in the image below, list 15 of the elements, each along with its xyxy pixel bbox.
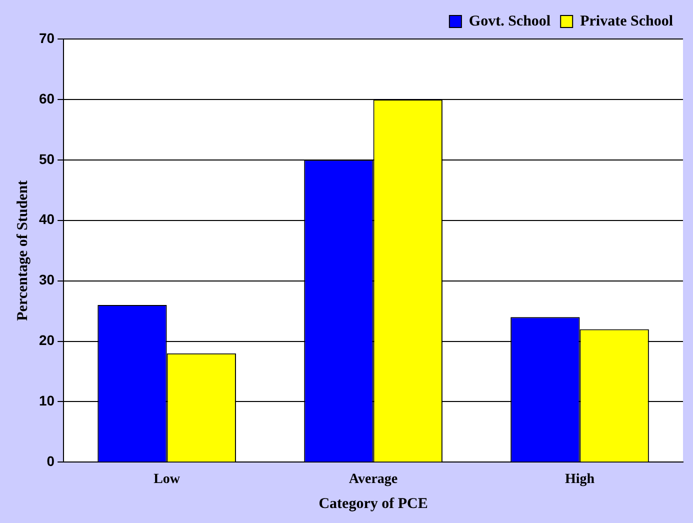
y-tick-label: 10 [38,392,55,409]
y-tick-label: 50 [38,150,55,167]
y-tick-label: 30 [38,272,55,288]
legend-label: Govt. School [468,13,551,30]
x-axis-title: Category of PCE [318,496,428,512]
legend-label: Private School [580,13,674,30]
y-tick-label: 60 [38,90,55,106]
x-tick-label: High [564,472,595,488]
y-tick-label: 20 [38,332,55,348]
y-tick-label: 70 [38,30,55,46]
y-axis-title: Percentage of Student [14,180,31,321]
y-tick-label: 0 [46,453,55,470]
y-tick-label: 40 [38,211,55,228]
x-tick-label: Average [348,472,398,488]
x-tick-label: Low [154,472,181,488]
